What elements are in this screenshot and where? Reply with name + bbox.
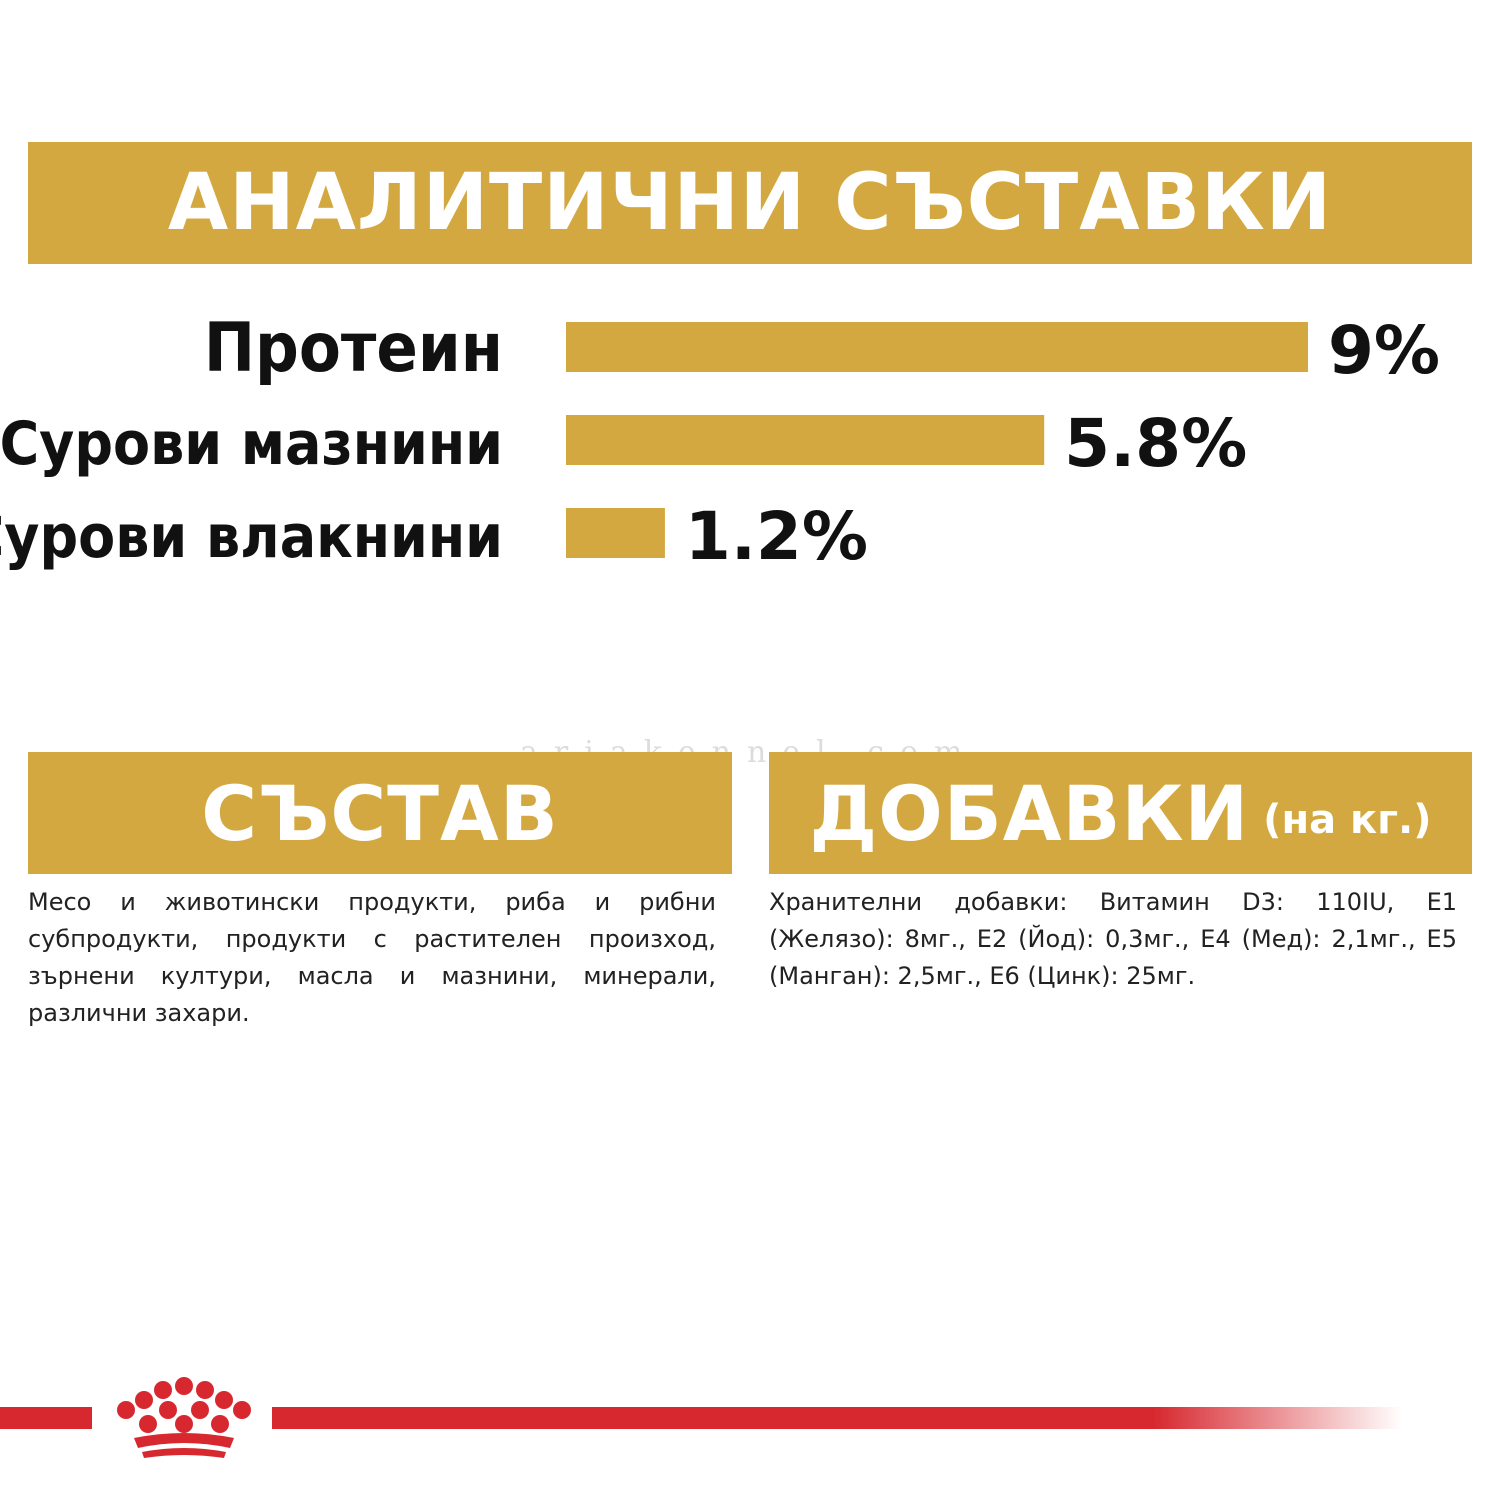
bar <box>566 322 1308 372</box>
bar <box>566 415 1045 465</box>
analytical-constituents-title: АНАЛИТИЧНИ СЪСТАВКИ <box>167 158 1333 248</box>
bar-category-label: Сурови мазнини <box>0 409 503 479</box>
composition-title: СЪСТАВ <box>201 768 559 858</box>
bar-value-label: 9% <box>1328 312 1440 389</box>
analytical-constituents-banner: АНАЛИТИЧНИ СЪСТАВКИ <box>28 142 1472 264</box>
composition-banner: СЪСТАВ <box>28 752 732 874</box>
composition-text: Месо и животински продукти, риба и рибни… <box>28 888 716 1027</box>
bar-category-label: Протеин <box>204 309 503 388</box>
bar-category-label: Сурови влакнини <box>0 502 503 572</box>
footer-red-line-right <box>272 1407 1402 1429</box>
bar-value-label: 1.2% <box>685 498 868 575</box>
analytical-bar-chart: Протеин 9% Сурови мазнини 5.8% Сурови влакни… <box>0 309 1440 575</box>
additives-banner: ДОБАВКИ (на кг.) <box>769 752 1472 874</box>
additives-title: ДОБАВКИ <box>809 768 1250 858</box>
bar-value-label: 5.8% <box>1064 405 1247 482</box>
footer-red-line-left <box>0 1407 92 1429</box>
additives-text: Хранителни добавки: Витамин D3: 110IU, E… <box>769 888 1457 990</box>
additives-subtitle: (на кг.) <box>1263 797 1432 843</box>
royal-canin-crown-logo <box>117 1377 251 1458</box>
bar <box>566 508 665 558</box>
